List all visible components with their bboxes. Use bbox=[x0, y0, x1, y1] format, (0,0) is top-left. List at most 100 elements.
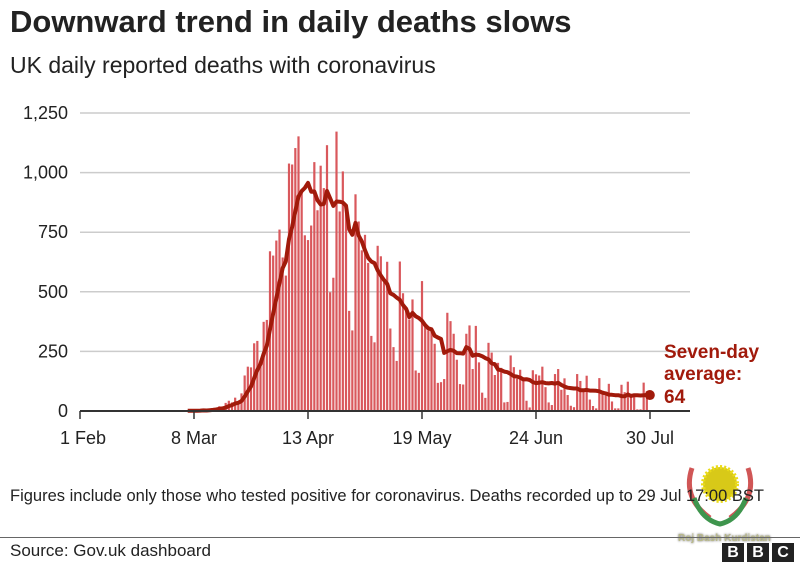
bar bbox=[287, 163, 291, 411]
bbc-logo: B B C bbox=[722, 543, 794, 562]
bar bbox=[411, 299, 414, 411]
bar bbox=[617, 408, 620, 411]
bar bbox=[604, 395, 607, 411]
bar bbox=[462, 384, 465, 411]
bar bbox=[509, 355, 512, 411]
bar bbox=[395, 360, 398, 411]
bar bbox=[522, 380, 525, 411]
bar bbox=[566, 395, 569, 411]
bar bbox=[284, 275, 287, 411]
seven-day-average-line bbox=[187, 180, 647, 413]
bar bbox=[449, 321, 452, 411]
bar bbox=[496, 362, 500, 411]
bar bbox=[471, 369, 474, 411]
bar bbox=[294, 148, 297, 411]
bar bbox=[310, 225, 313, 411]
bar bbox=[408, 319, 411, 411]
x-tick-label: 8 Mar bbox=[171, 428, 217, 448]
bar bbox=[443, 379, 446, 411]
bar bbox=[237, 402, 240, 411]
bar bbox=[401, 293, 405, 411]
bar bbox=[484, 397, 487, 411]
x-axis: 1 Feb 8 Mar 13 Apr 19 May 24 Jun 30 Jul bbox=[60, 411, 674, 448]
bar bbox=[585, 375, 588, 411]
bar bbox=[446, 312, 449, 411]
bar bbox=[427, 330, 430, 411]
y-tick-label: 250 bbox=[38, 341, 68, 361]
bar bbox=[367, 262, 370, 411]
watermark-emblem bbox=[680, 448, 760, 538]
bar bbox=[468, 325, 471, 411]
bar bbox=[629, 394, 633, 411]
bbc-logo-letter: B bbox=[722, 543, 744, 562]
source: Source: Gov.uk dashboard bbox=[10, 541, 211, 560]
bar bbox=[595, 408, 598, 411]
bar bbox=[633, 396, 636, 411]
bar bbox=[534, 374, 538, 411]
bar bbox=[300, 192, 303, 411]
x-tick-label: 30 Jul bbox=[626, 428, 674, 448]
bar bbox=[382, 282, 386, 411]
annotation-line1: Seven-day bbox=[664, 342, 759, 363]
bar bbox=[560, 389, 563, 411]
bar bbox=[265, 319, 268, 411]
bar bbox=[341, 171, 344, 411]
bar bbox=[370, 335, 373, 411]
bar bbox=[452, 333, 455, 411]
x-tick-label: 13 Apr bbox=[282, 428, 334, 448]
bar bbox=[512, 367, 515, 411]
bar bbox=[414, 370, 417, 411]
bar bbox=[332, 277, 335, 411]
chart-title: Downward trend in daily deaths slows bbox=[10, 4, 572, 39]
y-tick-label: 1,250 bbox=[23, 103, 68, 123]
bar bbox=[329, 292, 332, 411]
bar bbox=[306, 240, 310, 411]
y-axis: 0 250 500 750 1,000 1,250 bbox=[23, 103, 68, 421]
bar bbox=[493, 375, 496, 411]
average-end-marker bbox=[644, 390, 655, 401]
bar bbox=[576, 374, 579, 411]
bar bbox=[373, 342, 376, 411]
bar bbox=[316, 210, 319, 411]
bar bbox=[458, 384, 462, 411]
bar bbox=[325, 145, 329, 411]
bar bbox=[430, 327, 433, 411]
bar bbox=[538, 375, 541, 411]
bar bbox=[582, 390, 585, 411]
bar bbox=[351, 330, 354, 411]
footnote: Figures include only those who tested po… bbox=[10, 487, 764, 505]
bar bbox=[544, 387, 547, 411]
bar bbox=[455, 359, 458, 411]
bar bbox=[392, 347, 395, 411]
bar bbox=[291, 164, 294, 411]
bar bbox=[607, 383, 610, 411]
bar bbox=[487, 342, 490, 411]
bar bbox=[386, 261, 389, 411]
x-tick-label: 24 Jun bbox=[509, 428, 563, 448]
bar bbox=[503, 402, 506, 411]
bar bbox=[645, 391, 648, 411]
bar bbox=[433, 343, 436, 411]
y-tick-label: 1,000 bbox=[23, 163, 68, 183]
bar bbox=[563, 378, 566, 411]
divider bbox=[0, 537, 800, 538]
bar bbox=[547, 402, 550, 411]
bar bbox=[572, 407, 576, 411]
bar bbox=[465, 333, 468, 411]
bar bbox=[557, 369, 560, 411]
bar bbox=[376, 245, 379, 411]
bar bbox=[474, 325, 477, 411]
bar bbox=[601, 390, 604, 411]
bar bbox=[344, 210, 348, 411]
y-tick-label: 750 bbox=[38, 222, 68, 242]
bar bbox=[623, 392, 626, 411]
bar bbox=[490, 352, 493, 411]
bar bbox=[259, 359, 262, 411]
bar bbox=[338, 211, 341, 411]
bar bbox=[515, 378, 519, 411]
chart-subtitle: UK daily reported deaths with coronaviru… bbox=[10, 52, 436, 78]
x-tick-label: 1 Feb bbox=[60, 428, 106, 448]
bar bbox=[579, 380, 582, 411]
bar bbox=[262, 321, 265, 411]
bar bbox=[436, 382, 439, 411]
